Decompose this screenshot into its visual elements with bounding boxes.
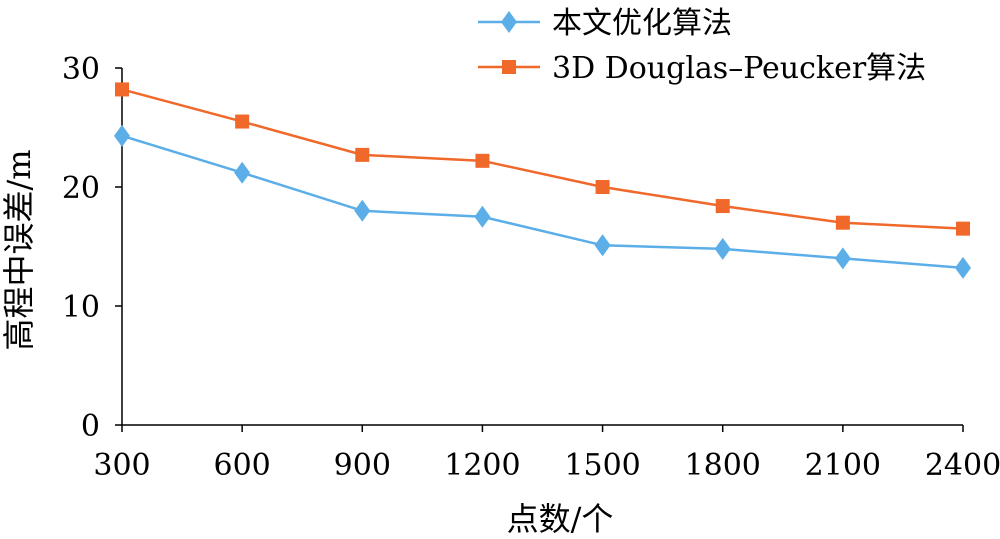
data-point <box>714 237 731 260</box>
data-point <box>354 199 371 222</box>
legend: 本文优化算法 3D Douglas–Peucker算法 <box>478 6 926 86</box>
data-point <box>594 234 611 257</box>
data-point <box>235 114 250 129</box>
y-tick-label: 10 <box>62 290 100 325</box>
series-line <box>121 88 964 230</box>
x-tick-label: 600 <box>214 448 271 483</box>
data-point <box>835 215 850 230</box>
data-point <box>715 199 730 214</box>
series-line <box>121 134 964 270</box>
x-tick-label: 1500 <box>564 448 640 483</box>
legend-label: 本文优化算法 <box>552 6 732 41</box>
y-tick-label: 20 <box>62 171 100 206</box>
data-point <box>115 82 129 97</box>
data-point <box>595 180 610 194</box>
data-point <box>474 205 491 228</box>
series-2 <box>115 82 970 236</box>
x-axis-label: 点数/个 <box>507 500 614 538</box>
data-point <box>955 256 971 279</box>
data-point <box>834 247 851 270</box>
x-tick-label: 2100 <box>805 448 881 483</box>
data-point <box>355 147 370 162</box>
x-tick-label: 2400 <box>925 448 1000 483</box>
x-tick-label: 300 <box>93 448 150 483</box>
series-1 <box>114 124 971 279</box>
data-point <box>114 124 130 147</box>
data-point <box>475 153 490 168</box>
axes <box>115 67 964 432</box>
legend-item: 本文优化算法 <box>478 6 732 41</box>
y-tick-label: 0 <box>81 409 100 444</box>
y-axis-label: 高程中误差/m <box>0 149 38 350</box>
x-tick-label: 1800 <box>685 448 761 483</box>
x-tick-label: 900 <box>334 448 391 483</box>
series-layer <box>114 82 971 279</box>
legend-item: 3D Douglas–Peucker算法 <box>478 51 926 86</box>
data-point <box>956 221 970 236</box>
legend-marker <box>501 11 517 33</box>
tick-labels: 0 10 20 30 300 600 900 1200 1500 1800 2100 2400 <box>62 52 1000 483</box>
legend-marker <box>502 60 516 74</box>
data-point <box>234 161 251 184</box>
x-tick-label: 1200 <box>444 448 520 483</box>
legend-label: 3D Douglas–Peucker算法 <box>552 51 926 86</box>
y-tick-label: 30 <box>62 52 100 87</box>
